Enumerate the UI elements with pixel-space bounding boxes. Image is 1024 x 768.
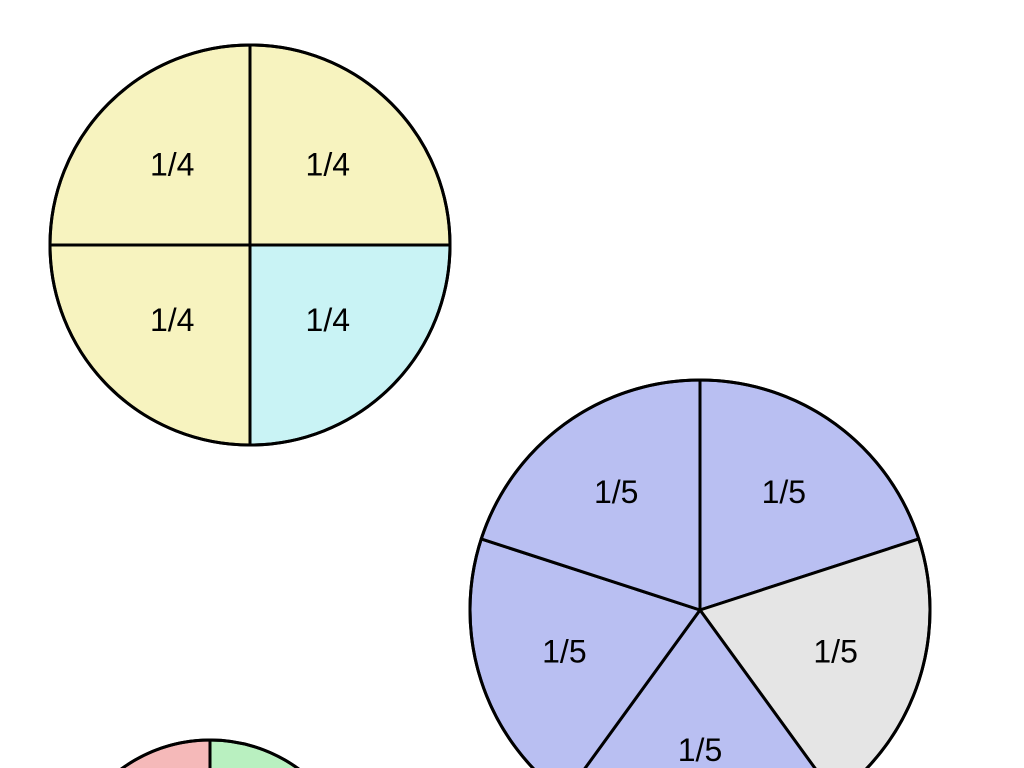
quarters-pie-slice-label: 1/4	[150, 147, 194, 183]
quarters-pie-slice	[50, 45, 250, 245]
fifths-pie-slice-label: 1/5	[594, 474, 638, 510]
fifths-pie-slice-label: 1/5	[678, 732, 722, 768]
quarters-pie-slice	[250, 245, 450, 445]
fifths-pie-slice-label: 1/5	[542, 634, 586, 670]
quarters-pie-slice-label: 1/4	[306, 147, 350, 183]
fifths-pie-slice-label: 1/5	[762, 474, 806, 510]
quarters-pie: 1/4 1/4 1/4 1/4	[50, 45, 450, 445]
fifths-pie-slice-label: 1/5	[813, 634, 857, 670]
fifths-pie: 1/5 1/5 1/5 1/5 1/5	[470, 380, 930, 768]
quarters-pie-slice-label: 1/4	[150, 302, 194, 338]
fraction-pies-canvas: 1/4 1/4 1/4 1/4 1/5 1/5 1/5 1/5 1/5	[0, 0, 1024, 768]
partial-pie	[60, 740, 360, 768]
quarters-pie-slice	[50, 245, 250, 445]
quarters-pie-slice	[250, 45, 450, 245]
quarters-pie-slice-label: 1/4	[306, 302, 350, 338]
